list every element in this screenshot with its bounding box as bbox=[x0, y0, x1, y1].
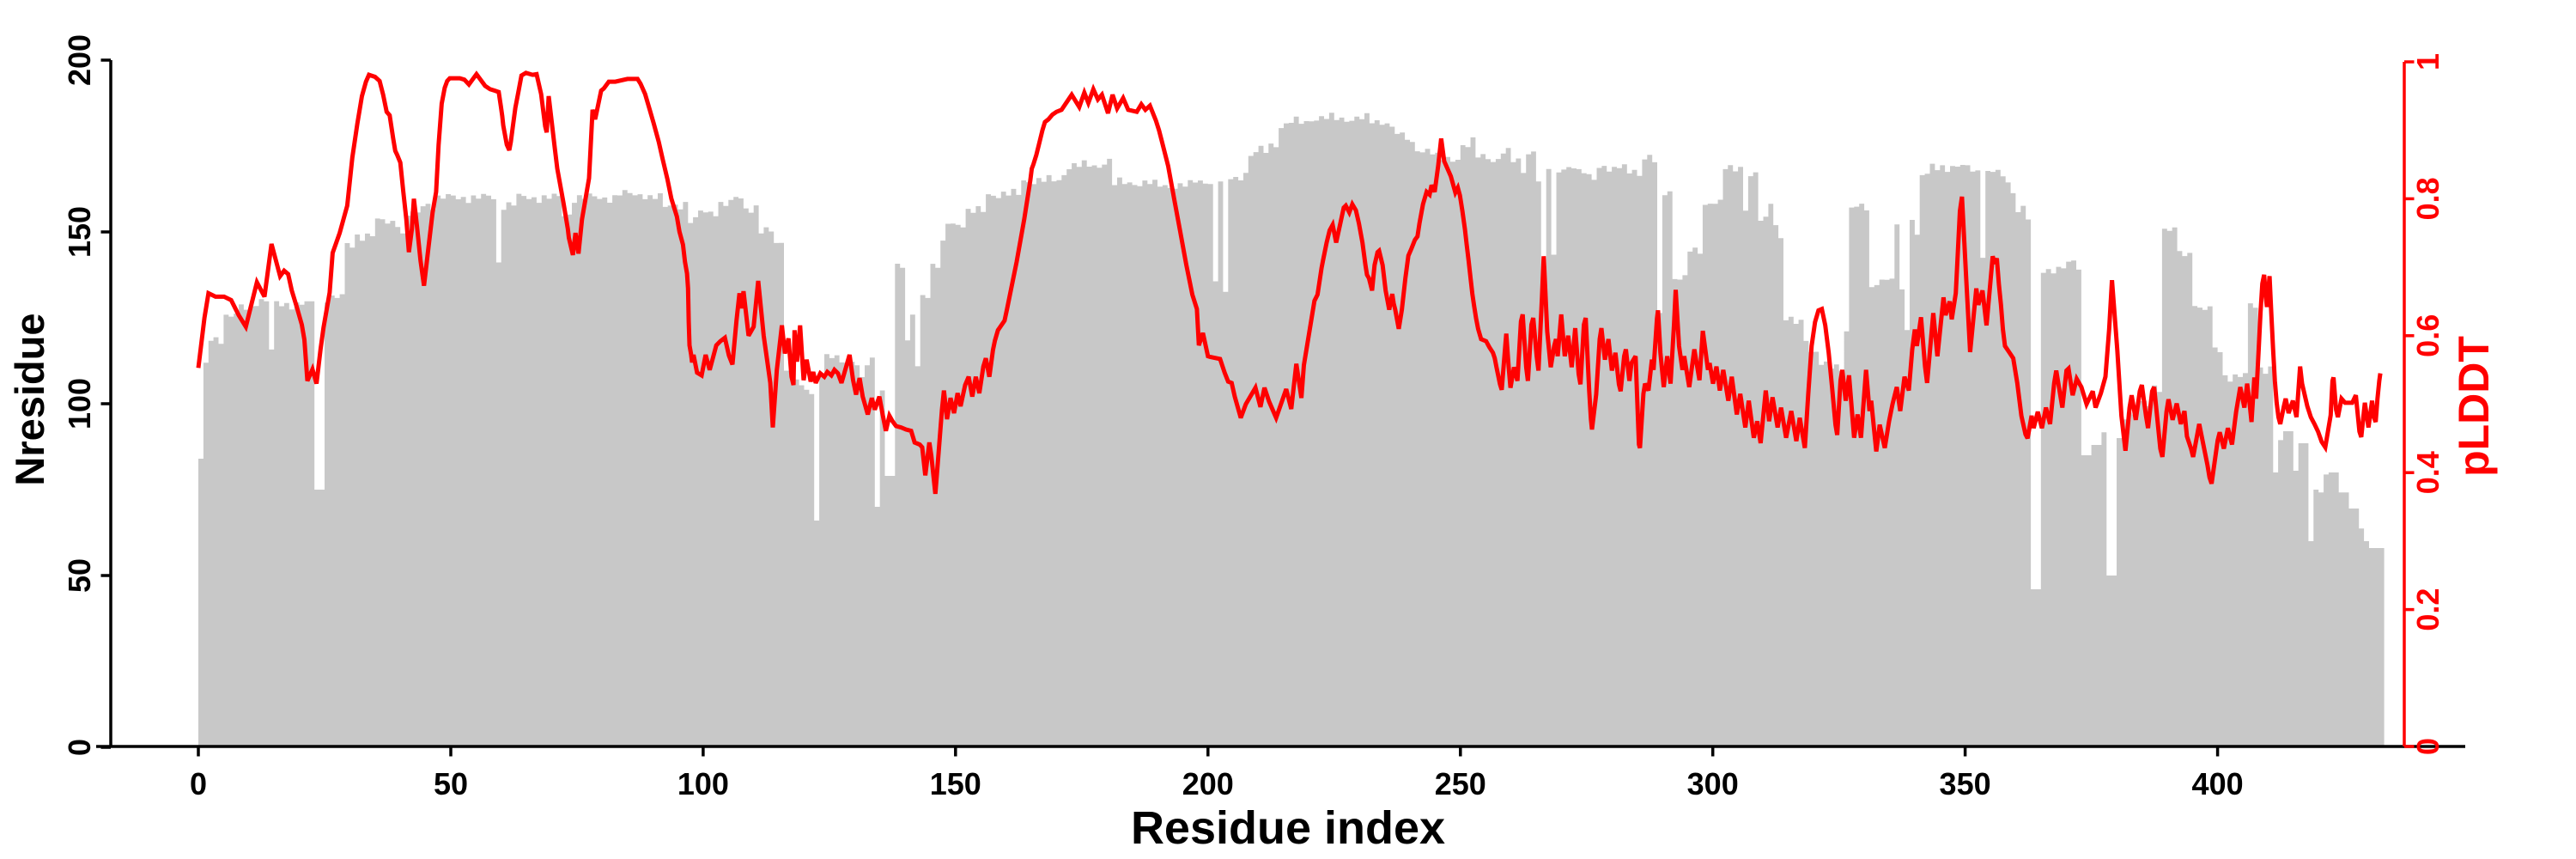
svg-text:1: 1 bbox=[2410, 53, 2445, 70]
svg-text:Residue index: Residue index bbox=[1131, 802, 1445, 854]
svg-text:pLDDT: pLDDT bbox=[2450, 336, 2498, 477]
svg-text:350: 350 bbox=[1940, 766, 1991, 801]
svg-text:0: 0 bbox=[2410, 738, 2445, 755]
svg-text:0.6: 0.6 bbox=[2410, 314, 2445, 357]
svg-text:200: 200 bbox=[1182, 766, 1234, 801]
svg-text:50: 50 bbox=[62, 558, 97, 593]
svg-text:150: 150 bbox=[930, 766, 981, 801]
svg-text:0.2: 0.2 bbox=[2410, 588, 2445, 631]
svg-text:200: 200 bbox=[62, 34, 97, 86]
svg-text:150: 150 bbox=[62, 206, 97, 258]
svg-text:Nresidue: Nresidue bbox=[7, 313, 52, 485]
svg-text:50: 50 bbox=[434, 766, 468, 801]
svg-text:100: 100 bbox=[62, 378, 97, 430]
svg-text:300: 300 bbox=[1687, 766, 1739, 801]
svg-text:100: 100 bbox=[677, 766, 729, 801]
svg-text:250: 250 bbox=[1435, 766, 1486, 801]
svg-text:400: 400 bbox=[2192, 766, 2244, 801]
svg-text:0.4: 0.4 bbox=[2410, 451, 2445, 494]
svg-text:0.8: 0.8 bbox=[2410, 177, 2445, 220]
svg-text:0: 0 bbox=[190, 766, 207, 801]
svg-text:0: 0 bbox=[62, 739, 97, 756]
